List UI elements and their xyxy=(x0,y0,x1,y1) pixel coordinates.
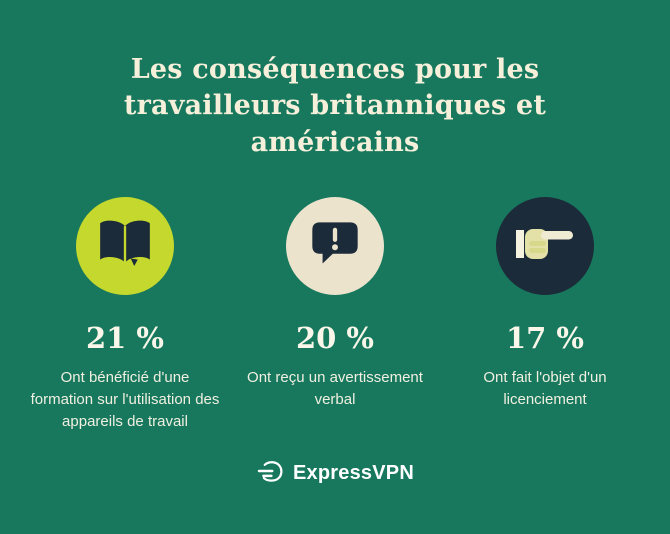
brand-footer: ExpressVPN xyxy=(0,457,670,490)
stat-label: Ont fait l'objet d'un licenciement xyxy=(483,369,607,409)
stat-percent: 20 % xyxy=(295,321,374,356)
stat-label: Ont reçu un avertissement verbal xyxy=(247,369,423,409)
stat-training: 21 % Ont bénéficié d'une formation sur l… xyxy=(22,197,228,432)
book-icon xyxy=(96,218,154,275)
speech-bubble-icon-circle xyxy=(286,197,384,296)
pointing-hand-icon-circle xyxy=(496,197,594,296)
expressvpn-logo-icon xyxy=(256,457,284,490)
page-title: Les conséquences pour les travailleurs b… xyxy=(123,54,547,158)
stat-dismissal: 17 % Ont fait l'objet d'un licenciement xyxy=(442,197,648,411)
pointing-hand-icon xyxy=(514,221,576,272)
stat-percent: 17 % xyxy=(505,321,584,356)
speech-bubble-exclamation-icon xyxy=(308,217,362,276)
stat-verbal-warning: 20 % Ont reçu un avertissement verbal xyxy=(232,197,438,411)
stat-percent: 21 % xyxy=(85,321,164,356)
book-icon-circle xyxy=(76,197,174,296)
stats-row: 21 % Ont bénéficié d'une formation sur l… xyxy=(0,197,670,432)
stat-label: Ont bénéficié d'une formation sur l'util… xyxy=(30,369,220,430)
brand-name: ExpressVPN xyxy=(293,462,414,484)
